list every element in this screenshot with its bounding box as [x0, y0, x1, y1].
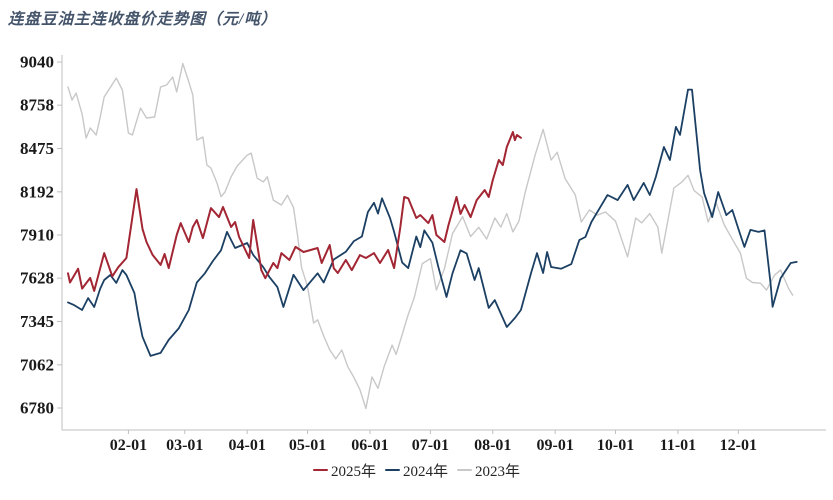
- y-tick-label: 6780: [20, 399, 54, 418]
- y-tick-label: 7910: [20, 226, 54, 245]
- x-tick-label: 12-01: [720, 437, 757, 454]
- x-tick-label: 02-01: [110, 437, 147, 454]
- y-tick-label: 7345: [20, 312, 54, 331]
- y-tick-label: 7062: [20, 355, 54, 374]
- x-tick-label: 05-01: [289, 437, 326, 454]
- y-tick-label: 9040: [20, 53, 54, 72]
- legend-swatch-2025: [312, 468, 328, 472]
- legend-swatch-2023: [457, 468, 472, 472]
- series-line-2023年: [67, 62, 794, 410]
- legend-item-2023: 2023年: [457, 460, 520, 481]
- x-tick-label: 04-01: [229, 437, 266, 454]
- chart-legend: 2025年 2024年 2023年: [0, 459, 833, 481]
- x-tick-label: 03-01: [166, 437, 203, 454]
- y-tick-label: 8192: [20, 182, 54, 201]
- x-tick-label: 09-01: [536, 437, 573, 454]
- x-tick-label: 06-01: [351, 437, 388, 454]
- legend-label-2025: 2025年: [330, 463, 376, 480]
- series-line-2024年: [67, 88, 798, 357]
- series-line-2025年: [67, 131, 522, 292]
- x-tick-label: 10-01: [597, 437, 634, 454]
- y-tick-label: 8475: [20, 139, 54, 158]
- x-tick-label: 07-01: [412, 437, 449, 454]
- legend-label-2024: 2024年: [402, 463, 448, 480]
- x-tick-label: 08-01: [474, 437, 511, 454]
- y-tick-label: 8758: [20, 96, 54, 115]
- legend-label-2023: 2023年: [475, 463, 521, 480]
- chart-title: 连盘豆油主连收盘价走势图（元/吨）: [8, 11, 278, 28]
- legend-swatch-2024: [384, 468, 400, 472]
- y-tick-label: 7628: [20, 269, 54, 288]
- legend-item-2025: 2025年: [312, 460, 376, 481]
- x-tick-label: 11-01: [660, 437, 696, 454]
- legend-item-2024: 2024年: [384, 460, 448, 481]
